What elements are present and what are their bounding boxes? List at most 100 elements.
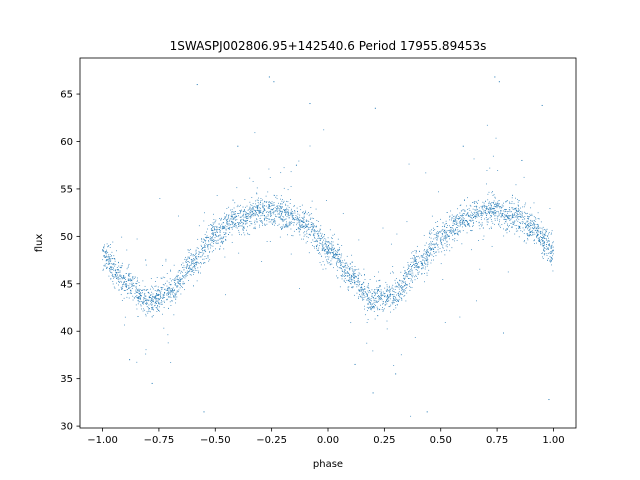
data-point [450,231,452,233]
data-point [367,303,369,304]
data-point [347,264,349,266]
data-point [193,269,195,271]
data-point [219,234,221,236]
data-point [394,299,396,301]
data-point [417,266,418,268]
data-point [324,253,326,255]
data-point [536,231,538,233]
data-point [414,258,416,260]
data-point [369,279,371,280]
data-point [349,268,351,270]
data-point [171,288,173,290]
data-point [170,296,172,298]
data-point [207,244,209,246]
data-point [349,273,350,275]
data-point [261,221,263,223]
data-point [509,224,510,226]
data-point [225,219,227,220]
data-point [233,207,235,209]
data-point [113,255,115,257]
data-point [358,296,359,298]
data-point [490,210,492,212]
data-point [480,211,482,213]
data-point [436,235,438,237]
data-point [386,286,388,288]
data-point [361,292,363,294]
data-point [337,243,338,245]
data-point [190,255,192,256]
data-point [486,219,488,221]
data-point [129,287,131,288]
data-point [455,229,456,231]
data-point [290,186,292,187]
data-point [313,235,315,237]
data-point [458,234,459,236]
data-point [198,253,199,255]
data-point [533,240,535,242]
data-point [330,260,332,262]
data-point [125,283,127,285]
data-point [279,216,281,218]
data-point [364,288,365,290]
data-point [277,208,279,209]
data-point [261,261,263,262]
data-point [352,276,354,277]
data-point [335,251,337,253]
data-point [168,297,170,298]
data-point [339,247,341,249]
data-point [342,275,344,277]
data-point [225,216,227,218]
data-point [110,266,112,268]
data-point [424,268,426,270]
data-point [297,210,298,212]
data-point [160,303,162,305]
data-point [487,218,488,220]
data-point [416,266,418,268]
data-point [393,296,395,297]
data-point [501,214,503,216]
data-point [542,258,544,259]
data-point [408,273,410,275]
data-point [278,216,280,218]
data-point [246,220,248,221]
data-point [364,296,366,298]
data-point [325,239,327,241]
data-point [247,218,249,219]
data-point [153,296,155,298]
data-point [398,295,400,297]
data-point [202,247,204,249]
data-point [320,243,322,245]
data-point [517,214,519,216]
data-point [516,198,518,200]
data-point [194,264,196,266]
data-point [105,255,107,257]
data-point [512,214,514,216]
data-point [450,226,452,228]
data-point [468,215,470,216]
data-point [117,270,119,272]
data-point [430,244,432,246]
data-point [123,277,125,279]
data-point [195,261,197,263]
data-point [307,227,309,229]
data-point [150,294,152,296]
data-point [128,275,130,277]
data-point [121,265,123,267]
data-point [287,213,289,215]
data-point [446,237,447,239]
data-point [264,216,266,218]
data-point [505,209,506,210]
data-point [264,205,265,206]
data-point [322,241,324,243]
data-point [123,281,125,283]
data-point [444,230,445,232]
data-point [240,204,241,206]
data-point [333,248,335,250]
data-point [174,284,176,286]
data-point [174,283,176,285]
data-point [363,293,365,295]
data-point [531,221,533,222]
data-point [367,290,369,292]
data-point [209,243,211,245]
data-point [220,218,222,220]
